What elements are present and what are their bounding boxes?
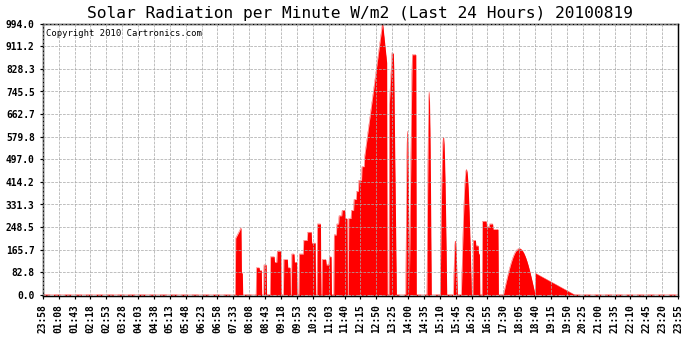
- Text: Copyright 2010 Cartronics.com: Copyright 2010 Cartronics.com: [46, 29, 202, 38]
- Title: Solar Radiation per Minute W/m2 (Last 24 Hours) 20100819: Solar Radiation per Minute W/m2 (Last 24…: [88, 6, 633, 21]
